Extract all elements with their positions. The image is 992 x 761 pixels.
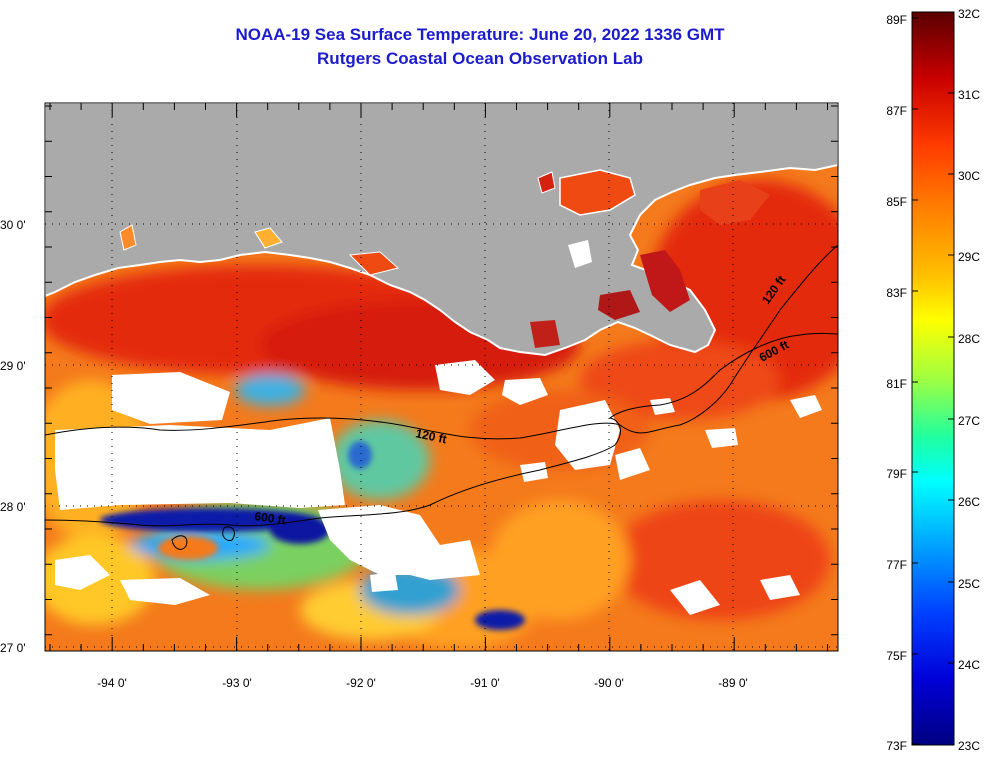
lat-label: 27 0' (0, 641, 26, 655)
f-label: 89F (886, 13, 907, 27)
f-label: 77F (886, 558, 907, 572)
f-label: 79F (886, 467, 907, 481)
c-label: 24C (958, 658, 980, 672)
c-label: 29C (958, 250, 980, 264)
map-frame (44, 102, 839, 652)
colorbar (911, 11, 955, 746)
lon-label: -93 0' (222, 676, 252, 690)
c-label: 25C (958, 577, 980, 591)
lon-label: -89 0' (718, 676, 748, 690)
c-label: 28C (958, 332, 980, 346)
f-label: 73F (886, 739, 907, 753)
colorbar-fahrenheit-labels: 89F 87F 85F 83F 81F 79F 77F 75F 73F (886, 13, 907, 753)
lon-label: -94 0' (97, 676, 127, 690)
c-label: 31C (958, 88, 980, 102)
lat-label: 29 0' (0, 359, 26, 373)
c-label: 30C (958, 169, 980, 183)
cloud-cover (55, 360, 822, 615)
lon-label: -91 0' (470, 676, 500, 690)
f-label: 81F (886, 377, 907, 391)
c-label: 26C (958, 495, 980, 509)
c-label: 27C (958, 414, 980, 428)
colorbar-ticks (912, 11, 954, 746)
land-mass (45, 103, 838, 357)
c-label: 23C (958, 739, 980, 753)
graticule (45, 103, 838, 651)
c-label: 32C (958, 7, 980, 21)
axis-ticks (45, 103, 838, 651)
lon-label: -92 0' (346, 676, 376, 690)
bathymetry-contours (45, 244, 838, 550)
map-title: NOAA-19 Sea Surface Temperature: June 20… (235, 25, 725, 44)
f-label: 87F (886, 104, 907, 118)
longitude-labels: -94 0' -93 0' -92 0' -91 0' -90 0' -89 0… (97, 676, 748, 690)
sst-field: 120 ft 600 ft 600 ft 120 ft (45, 103, 838, 651)
latitude-labels: 30 0' 29 0' 28 0' 27 0' (0, 218, 26, 655)
colorbar-celsius-labels: 32C 31C 30C 29C 28C 27C 26C 25C 24C 23C (958, 7, 980, 753)
lat-label: 30 0' (0, 218, 26, 232)
contour-label: 120 ft (414, 426, 448, 446)
lat-label: 28 0' (0, 500, 26, 514)
f-label: 83F (886, 286, 907, 300)
contour-label: 600 ft (254, 509, 287, 527)
f-label: 75F (886, 649, 907, 663)
lon-label: -90 0' (594, 676, 624, 690)
map-subtitle: Rutgers Coastal Ocean Observation Lab (317, 49, 643, 68)
f-label: 85F (886, 195, 907, 209)
